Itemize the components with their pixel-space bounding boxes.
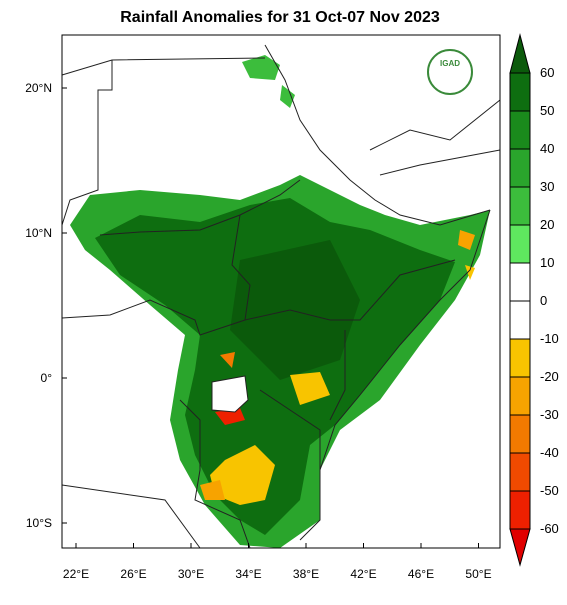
x-tick-label: 22°E	[63, 567, 89, 581]
colorbar-label: 20	[540, 217, 554, 232]
colorbar-label: -30	[540, 407, 559, 422]
anomaly-area	[220, 352, 235, 368]
anomaly-area	[242, 55, 280, 80]
colorbar-label: 50	[540, 103, 554, 118]
colorbar-label: 0	[540, 293, 547, 308]
colorbar-segment	[509, 262, 531, 302]
colorbar-label: -20	[540, 369, 559, 384]
border	[99, 179, 456, 321]
colorbar: 60 50 40 30 20 10 0 -10 -20 -30 -40 -50 -60	[509, 33, 559, 567]
colorbar-segment	[509, 300, 531, 340]
y-tick-label: 10°S	[26, 516, 52, 530]
axes: 22°E 26°E 30°E 34°E 38°E 42°E 46°E 50°E 20°N 10°N…	[25, 81, 491, 581]
colorbar-arrow	[509, 33, 531, 74]
x-tick-label: 30°E	[178, 567, 204, 581]
map-title: Rainfall Anomalies for 31 Oct-07 Nov 202…	[120, 9, 440, 26]
x-tick-label: 42°E	[350, 567, 376, 581]
x-tick-label: 50°E	[465, 567, 491, 581]
anomaly-area	[230, 240, 360, 380]
colorbar-segment	[509, 490, 531, 530]
coastline	[264, 44, 491, 226]
anomaly-area	[290, 372, 330, 405]
anomaly-area	[458, 230, 475, 250]
anomaly-area	[465, 265, 475, 280]
coastline	[299, 209, 491, 541]
y-tick-label: 10°N	[25, 226, 52, 240]
logo	[427, 49, 473, 95]
logo-text: IGAD	[440, 59, 460, 68]
x-tick-label: 38°E	[293, 567, 319, 581]
colorbar-segment	[509, 72, 531, 112]
colorbar-arrow	[509, 528, 531, 567]
colorbar-segment	[509, 186, 531, 226]
map-frame	[61, 34, 501, 549]
colorbar-label: 40	[540, 141, 554, 156]
colorbar-segment	[509, 148, 531, 188]
border	[61, 399, 251, 549]
x-tick-label: 26°E	[120, 567, 146, 581]
anomaly-area	[210, 445, 275, 505]
x-tick-label: 46°E	[408, 567, 434, 581]
colorbar-label: 60	[540, 65, 554, 80]
border	[61, 57, 266, 226]
colorbar-segment	[509, 414, 531, 454]
border	[61, 299, 346, 470]
colorbar-label: -10	[540, 331, 559, 346]
map: IGAD	[61, 34, 501, 549]
anomaly-area	[215, 408, 245, 425]
colorbar-segment	[509, 452, 531, 492]
x-tick-label: 34°E	[235, 567, 261, 581]
colorbar-segment	[509, 338, 531, 378]
colorbar-segment	[509, 376, 531, 416]
lake	[211, 375, 249, 413]
colorbar-label: -40	[540, 445, 559, 460]
colorbar-segment	[509, 224, 531, 264]
y-tick-label: 20°N	[25, 81, 52, 95]
y-tick-label: 0°	[41, 371, 53, 385]
colorbar-label: -50	[540, 483, 559, 498]
coastline	[369, 99, 501, 176]
anomaly-area	[280, 85, 295, 108]
colorbar-label: 10	[540, 255, 554, 270]
colorbar-segment	[509, 110, 531, 150]
colorbar-label: 30	[540, 179, 554, 194]
colorbar-label: -60	[540, 521, 559, 536]
anomaly-area	[200, 480, 225, 500]
